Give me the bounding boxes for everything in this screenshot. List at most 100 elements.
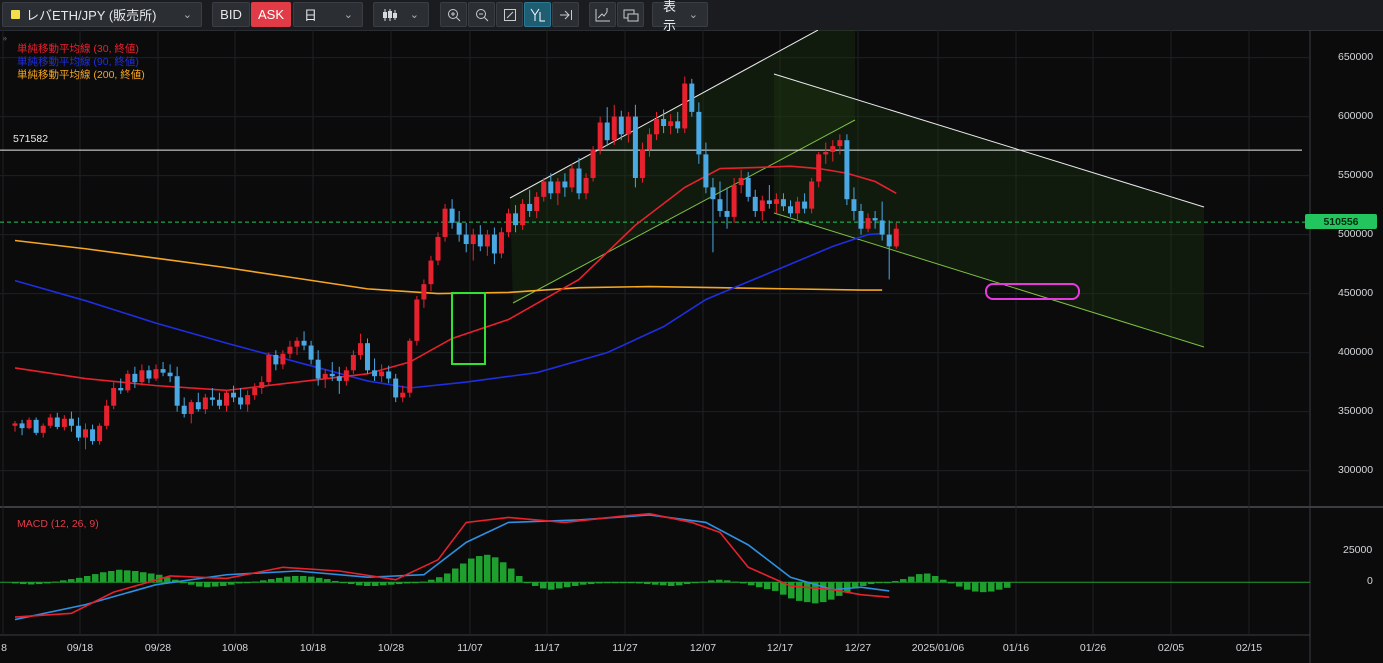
candle: [238, 397, 244, 405]
ma90-line: [14, 232, 883, 389]
display-menu[interactable]: 表示 ⌄: [652, 0, 708, 33]
macd-histogram-bar: [364, 582, 371, 586]
candle: [231, 392, 237, 398]
macd-histogram-bar: [860, 582, 867, 586]
candle: [393, 378, 399, 398]
macd-histogram-bar: [380, 582, 387, 586]
macd-histogram-bar: [340, 582, 347, 584]
price-axis-label: 650000: [1338, 50, 1374, 63]
macd-histogram-bar: [180, 582, 187, 584]
macd-histogram-bar: [748, 582, 755, 586]
candle: [125, 373, 131, 391]
cursor-icon: [530, 8, 545, 21]
candle: [259, 382, 265, 388]
candle: [639, 149, 645, 178]
macd-histogram-bar: [604, 582, 611, 584]
candle: [357, 343, 363, 355]
cursor-button[interactable]: [524, 2, 551, 27]
macd-histogram-bar: [716, 579, 723, 583]
symbol-selector[interactable]: レバETH/JPY (販売所) ⌄: [2, 2, 202, 27]
candle: [696, 111, 702, 155]
time-axis-label: 10/28: [377, 642, 405, 654]
scroll-to-end-button[interactable]: [552, 2, 579, 27]
macd-histogram-bar: [36, 582, 43, 585]
time-axis-label: 11/27: [612, 642, 638, 654]
period-selector[interactable]: 日 ⌄: [293, 2, 363, 27]
macd-histogram-bar: [316, 577, 323, 583]
candle: [188, 402, 194, 414]
macd-histogram-bar: [844, 582, 851, 593]
symbol-color-icon: [11, 10, 20, 19]
highlight-box: [451, 292, 486, 365]
candle: [470, 234, 476, 245]
candle: [520, 203, 526, 226]
candle: [766, 200, 772, 204]
ask-button[interactable]: ASK: [251, 2, 291, 27]
current-price-tag: 510556: [1305, 214, 1377, 229]
macd-histogram-bar: [628, 582, 635, 584]
chart-canvas[interactable]: [0, 30, 1383, 663]
macd-histogram-bar: [28, 582, 35, 585]
bid-button[interactable]: BID: [212, 2, 250, 27]
chevron-down-icon: ⌄: [688, 9, 698, 21]
zoom-out-button[interactable]: [468, 2, 495, 27]
candle: [428, 260, 434, 285]
macd-histogram-bar: [108, 571, 115, 583]
macd-histogram-bar: [540, 582, 547, 589]
zoom-in-button[interactable]: [440, 2, 467, 27]
macd-histogram-bar: [268, 579, 275, 583]
macd-histogram-bar: [20, 582, 27, 585]
candle: [752, 196, 758, 211]
macd-histogram-bar: [820, 582, 827, 603]
screenshot-button[interactable]: [617, 2, 644, 27]
candle: [491, 234, 497, 254]
macd-histogram-bar: [652, 582, 659, 585]
candle: [350, 354, 356, 371]
candle: [689, 83, 695, 112]
macd-line: [14, 512, 890, 618]
candle: [118, 388, 124, 391]
macd-histogram-bar: [76, 577, 83, 583]
macd-histogram-bar: [940, 579, 947, 583]
macd-histogram-bar: [52, 581, 59, 583]
candle: [759, 200, 765, 211]
macd-histogram-bar: [732, 581, 739, 583]
candle: [463, 234, 469, 245]
macd-histogram-bar: [892, 580, 899, 583]
macd-histogram-bar: [276, 577, 283, 583]
macd-histogram-bar: [420, 581, 427, 583]
macd-histogram-bar: [956, 582, 963, 587]
macd-histogram-bar: [780, 582, 787, 595]
macd-histogram-bar: [932, 575, 939, 583]
symbol-label: レバETH/JPY (販売所): [26, 8, 157, 23]
macd-histogram-bar: [580, 582, 587, 585]
macd-histogram-bar: [852, 582, 859, 589]
candle: [442, 208, 448, 237]
macd-histogram-bar: [644, 582, 651, 585]
macd-axis-label: 25000: [1343, 544, 1373, 557]
candle: [287, 346, 293, 354]
add-indicator-button[interactable]: [589, 2, 616, 27]
fit-button[interactable]: [496, 2, 523, 27]
macd-histogram-bar: [428, 579, 435, 583]
price-axis-label: 450000: [1338, 286, 1374, 299]
candle: [97, 425, 103, 442]
macd-histogram-bar: [372, 582, 379, 586]
fit-icon: [503, 8, 516, 21]
candle: [851, 199, 857, 211]
macd-histogram-bar: [148, 573, 155, 583]
candle: [104, 405, 110, 426]
candle: [738, 177, 744, 186]
candle: [788, 206, 793, 214]
chart-type-selector[interactable]: ⌄: [373, 2, 429, 27]
macd-histogram-bar: [404, 582, 411, 584]
macd-histogram-bar: [660, 582, 667, 586]
candle: [654, 118, 660, 135]
candle: [111, 388, 117, 406]
macd-histogram-bar: [308, 576, 315, 583]
candle: [597, 122, 603, 150]
macd-histogram-bar: [204, 582, 211, 588]
macd-histogram-bar: [508, 568, 515, 583]
macd-axis-label: 0: [1367, 575, 1373, 588]
collapse-panel-icon[interactable]: »: [2, 33, 8, 43]
